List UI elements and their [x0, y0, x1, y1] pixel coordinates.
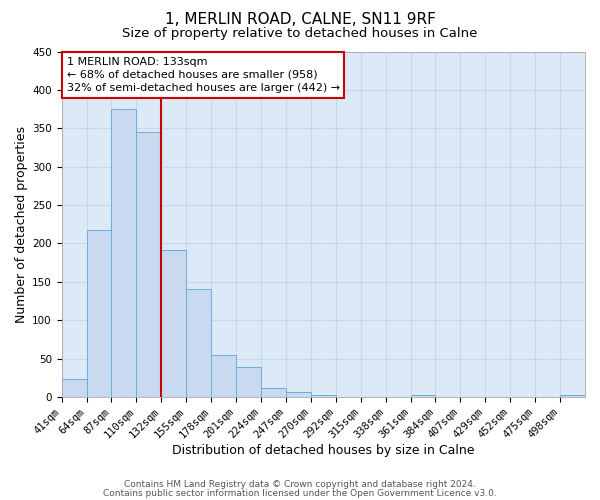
Bar — [236, 367, 261, 397]
Bar — [186, 289, 211, 397]
Text: Size of property relative to detached houses in Calne: Size of property relative to detached ho… — [122, 28, 478, 40]
Bar — [112, 109, 136, 397]
X-axis label: Distribution of detached houses by size in Calne: Distribution of detached houses by size … — [172, 444, 475, 458]
Text: 1 MERLIN ROAD: 133sqm
← 68% of detached houses are smaller (958)
32% of semi-det: 1 MERLIN ROAD: 133sqm ← 68% of detached … — [67, 56, 340, 93]
Text: Contains HM Land Registry data © Crown copyright and database right 2024.: Contains HM Land Registry data © Crown c… — [124, 480, 476, 489]
Bar — [62, 380, 86, 397]
Text: 1, MERLIN ROAD, CALNE, SN11 9RF: 1, MERLIN ROAD, CALNE, SN11 9RF — [164, 12, 436, 28]
Bar — [286, 392, 311, 397]
Bar — [211, 355, 236, 397]
Bar — [161, 250, 186, 397]
Bar — [261, 388, 286, 397]
Bar — [86, 230, 112, 397]
Bar — [311, 394, 336, 397]
Y-axis label: Number of detached properties: Number of detached properties — [15, 126, 28, 323]
Bar — [136, 132, 161, 397]
Bar — [410, 396, 436, 397]
Text: Contains public sector information licensed under the Open Government Licence v3: Contains public sector information licen… — [103, 488, 497, 498]
Bar — [560, 396, 585, 397]
